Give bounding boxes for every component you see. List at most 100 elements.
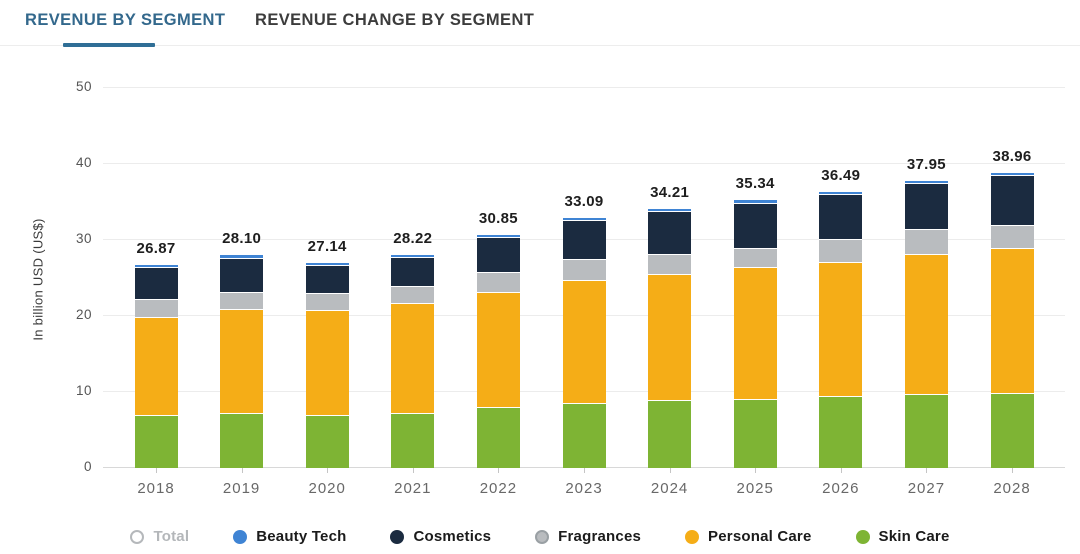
segment-cosmetics-2025[interactable]: [733, 202, 777, 248]
segment-personal-care-2021[interactable]: [391, 303, 435, 413]
segment-beauty-tech-2018[interactable]: [134, 263, 178, 267]
bar-2019[interactable]: [220, 254, 264, 468]
total-label-2025: 35.34: [735, 175, 775, 193]
segment-cosmetics-2021[interactable]: [391, 256, 435, 287]
legend-item-fragrances[interactable]: Fragrances: [535, 528, 641, 545]
x-tick-mark-2024: [669, 468, 671, 473]
segment-personal-care-2018[interactable]: [134, 316, 178, 415]
total-label-2027: 37.95: [906, 155, 946, 173]
segment-beauty-tech-2028[interactable]: [990, 171, 1034, 176]
segment-beauty-tech-2026[interactable]: [819, 190, 863, 194]
segment-personal-care-2020[interactable]: [305, 309, 349, 415]
tab-revenue-change-by-segment[interactable]: REVENUE CHANGE BY SEGMENT: [255, 11, 535, 29]
x-label-2026: 2026: [822, 480, 860, 497]
segment-personal-care-2024[interactable]: [648, 274, 692, 401]
active-tab-underline: [63, 43, 155, 47]
x-label-2024: 2024: [650, 480, 689, 497]
y-tick-0: 0: [83, 459, 92, 474]
segment-fragrances-2022[interactable]: [476, 271, 520, 292]
segment-personal-care-2022[interactable]: [476, 291, 520, 408]
legend: Total Beauty Tech Cosmetics Fragrances Perso…: [0, 528, 1080, 545]
bar-2026[interactable]: [819, 190, 863, 468]
segment-beauty-tech-2023[interactable]: [562, 216, 606, 221]
segment-personal-care-2027[interactable]: [904, 254, 948, 395]
segment-fragrances-2025[interactable]: [733, 247, 777, 268]
fragrances-swatch-icon: [535, 529, 550, 544]
segment-beauty-tech-2019[interactable]: [220, 254, 264, 258]
segment-skin-care-2023[interactable]: [562, 402, 606, 468]
x-label-2021: 2021: [394, 480, 432, 497]
legend-item-beauty-tech[interactable]: Beauty Tech: [233, 528, 346, 545]
segment-beauty-tech-2020[interactable]: [305, 261, 349, 265]
y-axis-tick-labels: 0 10 20 30 40 50: [52, 79, 92, 474]
legend-item-skin-care[interactable]: Skin Care: [855, 528, 950, 545]
segment-personal-care-2025[interactable]: [733, 267, 777, 399]
segment-skin-care-2021[interactable]: [391, 412, 435, 468]
tab-revenue-by-segment[interactable]: REVENUE BY SEGMENT: [25, 11, 226, 29]
segment-cosmetics-2027[interactable]: [904, 183, 948, 230]
segment-fragrances-2028[interactable]: [990, 224, 1034, 249]
segment-skin-care-2027[interactable]: [904, 394, 948, 468]
legend-label-beauty-tech: Beauty Tech: [256, 528, 347, 545]
segment-fragrances-2027[interactable]: [904, 229, 948, 255]
bar-2027[interactable]: [904, 179, 948, 468]
segment-cosmetics-2022[interactable]: [476, 236, 520, 272]
segment-fragrances-2026[interactable]: [819, 239, 863, 263]
bar-2018[interactable]: [134, 263, 178, 468]
segment-skin-care-2025[interactable]: [733, 398, 777, 468]
skin-care-swatch-icon: [855, 529, 870, 544]
segment-fragrances-2024[interactable]: [648, 254, 692, 275]
segment-cosmetics-2028[interactable]: [990, 175, 1034, 225]
segment-personal-care-2026[interactable]: [819, 262, 863, 396]
x-tick-mark-2019: [241, 468, 243, 473]
segment-beauty-tech-2022[interactable]: [476, 233, 520, 237]
bar-2024[interactable]: [648, 208, 692, 468]
y-tick-30: 30: [75, 231, 92, 246]
tab-bar-divider: [0, 45, 1080, 46]
segment-skin-care-2022[interactable]: [476, 407, 520, 468]
segment-skin-care-2024[interactable]: [648, 400, 692, 468]
legend-label-total: Total: [153, 528, 190, 545]
segment-cosmetics-2024[interactable]: [648, 211, 692, 255]
segment-beauty-tech-2027[interactable]: [904, 179, 948, 184]
segment-cosmetics-2026[interactable]: [819, 193, 863, 240]
bar-2021[interactable]: [391, 253, 435, 468]
segment-personal-care-2023[interactable]: [562, 280, 606, 403]
segment-beauty-tech-2021[interactable]: [391, 253, 435, 257]
segment-cosmetics-2018[interactable]: [134, 266, 178, 300]
x-label-2027: 2027: [907, 480, 946, 497]
segment-cosmetics-2019[interactable]: [220, 257, 264, 292]
segment-fragrances-2020[interactable]: [305, 293, 349, 310]
x-label-2025: 2025: [736, 480, 774, 497]
segment-personal-care-2028[interactable]: [990, 248, 1034, 393]
segment-beauty-tech-2024[interactable]: [648, 208, 692, 212]
segment-skin-care-2028[interactable]: [990, 392, 1034, 468]
bar-2023[interactable]: [562, 216, 606, 468]
segment-fragrances-2023[interactable]: [562, 259, 606, 281]
legend-item-personal-care[interactable]: Personal Care: [685, 528, 811, 545]
segment-skin-care-2019[interactable]: [220, 412, 264, 468]
cosmetics-swatch-icon: [390, 529, 405, 544]
x-tick-mark-2026: [840, 468, 842, 473]
segment-beauty-tech-2025[interactable]: [733, 199, 777, 203]
legend-item-cosmetics[interactable]: Cosmetics: [390, 528, 491, 545]
segment-cosmetics-2020[interactable]: [305, 264, 349, 294]
legend-label-skin-care: Skin Care: [878, 528, 950, 545]
segment-skin-care-2026[interactable]: [819, 395, 863, 468]
beauty-tech-swatch-icon: [233, 529, 248, 544]
bar-2028[interactable]: [990, 171, 1034, 468]
segment-personal-care-2019[interactable]: [220, 309, 264, 413]
bar-2020[interactable]: [305, 261, 349, 468]
bar-2025[interactable]: [733, 199, 777, 468]
segment-skin-care-2020[interactable]: [305, 414, 349, 468]
total-label-2024: 34.21: [650, 184, 690, 202]
segment-cosmetics-2023[interactable]: [562, 220, 606, 260]
legend-item-total[interactable]: Total: [130, 528, 189, 545]
segment-fragrances-2018[interactable]: [134, 299, 178, 317]
segment-fragrances-2019[interactable]: [220, 291, 264, 310]
segment-fragrances-2021[interactable]: [391, 286, 435, 304]
x-tick-mark-2027: [926, 468, 928, 473]
bar-2022[interactable]: [476, 233, 520, 468]
total-label-2022: 30.85: [478, 209, 518, 227]
segment-skin-care-2018[interactable]: [134, 414, 178, 468]
